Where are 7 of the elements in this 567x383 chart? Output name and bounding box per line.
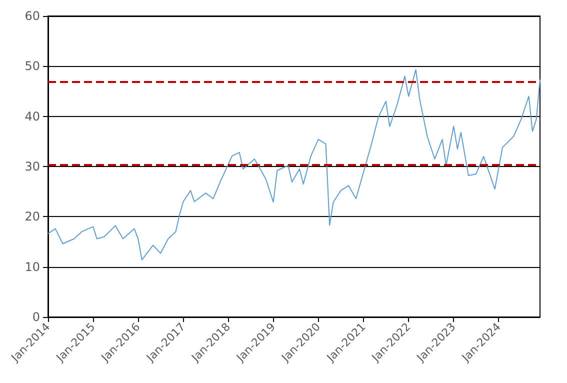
y-tick-label: 60 <box>24 9 40 23</box>
y-tick-label: 0 <box>32 310 40 324</box>
y-tick-label: 40 <box>24 109 40 124</box>
y-tick-label: 50 <box>24 59 40 74</box>
y-tick-label: 30 <box>24 160 40 174</box>
y-tick-label: 20 <box>24 210 40 224</box>
y-tick-label: 10 <box>24 260 40 274</box>
